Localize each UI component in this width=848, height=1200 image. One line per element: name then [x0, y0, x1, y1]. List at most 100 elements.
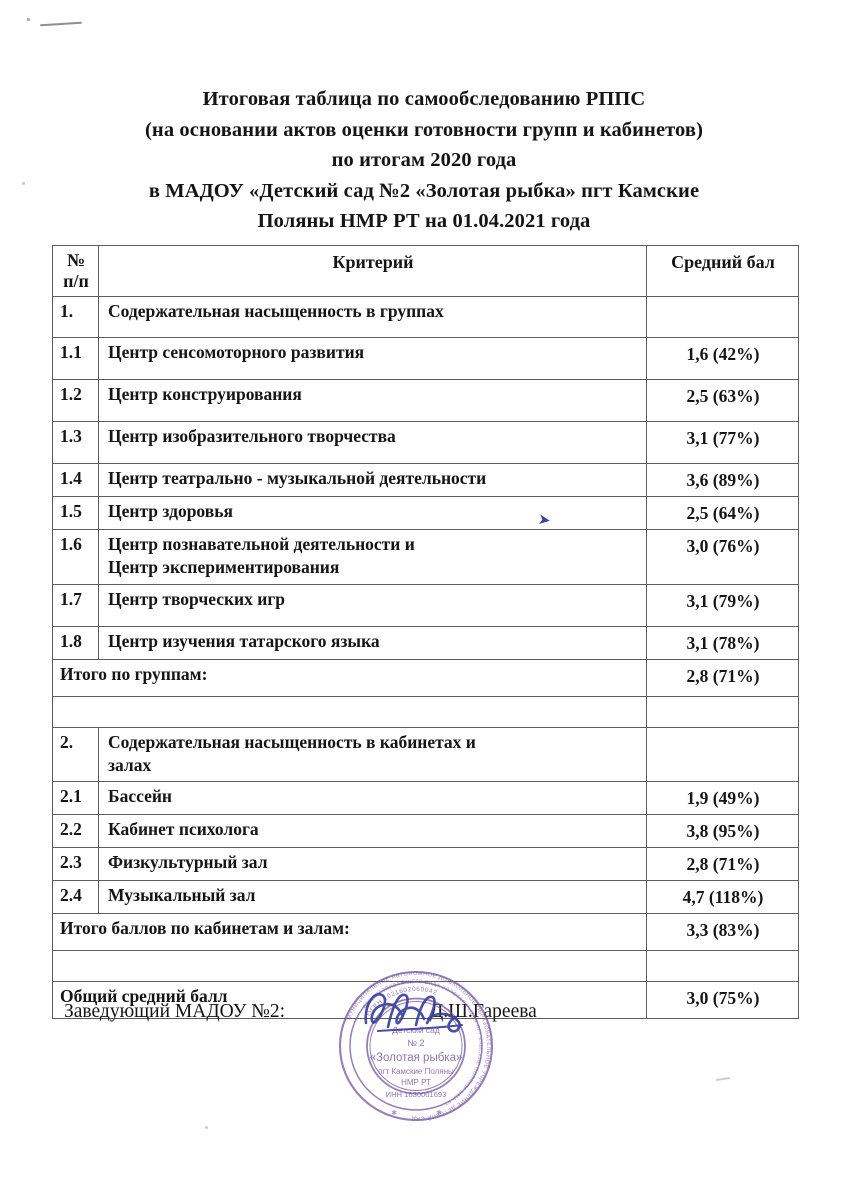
row-number: 2.2: [52, 814, 99, 848]
row-number: 2.1: [52, 781, 99, 815]
svg-text:✱: ✱: [391, 1109, 397, 1117]
row-score-value: 3,8 (95%): [686, 821, 760, 841]
row-number: 2.4: [52, 880, 99, 914]
total-groups-label: Итого по группам:: [60, 664, 208, 684]
title-line-4: в МАДОУ «Детский сад №2 «Золотая рыбка» …: [148, 179, 700, 202]
total-groups-score: 2,8 (71%): [686, 666, 760, 686]
scan-artifact-dot: [27, 18, 30, 21]
table-row: 1.5 Центр здоровья 2,5 (64%): [52, 496, 799, 530]
row-score: 3,6 (89%): [646, 463, 799, 497]
row-number: 1.5: [52, 496, 99, 530]
scan-artifact-line: [39, 21, 83, 27]
grand-total-score-cell: 3,0 (75%): [646, 981, 799, 1019]
row-score: 3,8 (95%): [646, 814, 799, 848]
row-score-value: [647, 728, 798, 737]
row-number: 2.3: [52, 847, 99, 881]
row-criterion: Содержательная насыщенность в кабинетах …: [98, 727, 647, 782]
row-score: 3,1 (78%): [646, 626, 799, 660]
row-score: [646, 727, 799, 782]
table-row: 1.2 Центр конструирования 2,5 (63%): [52, 379, 799, 422]
pen-ink-mark: ➤: [538, 511, 551, 528]
row-criterion: Бассейн: [98, 781, 647, 815]
row-number-label: 2.3: [60, 852, 82, 872]
row-score: 2,8 (71%): [646, 847, 799, 881]
row-score-value: 4,7 (118%): [682, 887, 764, 907]
row-criterion-label: Содержательная насыщенность в кабинетах …: [108, 732, 476, 752]
row-number: 1.4: [52, 463, 99, 497]
row-score-value: 3,1 (77%): [686, 428, 760, 448]
row-score: 2,5 (64%): [646, 496, 799, 530]
row-number: 1.: [52, 296, 99, 338]
row-criterion-label: Центр здоровья: [108, 501, 233, 521]
total-rooms-label: Итого баллов по кабинетам и залам:: [60, 918, 350, 938]
row-score: 4,7 (118%): [646, 880, 799, 914]
table-row: 2.4 Музыкальный зал 4,7 (118%): [52, 880, 799, 914]
spacer-cell-right: [646, 950, 799, 982]
row-score: 3,0 (76%): [646, 529, 799, 585]
total-rooms-score: 3,3 (83%): [686, 920, 760, 940]
table-header-row: № п/п Критерий Средний бал: [52, 245, 799, 297]
total-rooms-label-cell: Итого баллов по кабинетам и залам:: [52, 913, 647, 951]
row-score-value: 2,5 (64%): [686, 503, 760, 523]
scan-artifact-dot-bottom: [205, 1126, 208, 1129]
scan-artifact-dot-right: [715, 1077, 731, 1081]
row-criterion: Центр конструирования: [98, 379, 647, 422]
row-criterion-label: Содержательная насыщенность в группах: [108, 301, 444, 321]
grand-total-label: Общий средний балл: [60, 986, 228, 1006]
svg-text:ИНН 1630001693: ИНН 1630001693: [386, 1090, 447, 1099]
total-rooms-score-cell: 3,3 (83%): [646, 913, 799, 951]
title-line-3: по итогам 2020 года: [331, 149, 517, 171]
table-spacer-row: [52, 696, 799, 728]
table-spacer-row: [52, 950, 799, 982]
table-row-section-2: 2. Содержательная насыщенность в кабинет…: [52, 727, 799, 782]
row-number: 1.2: [52, 379, 99, 422]
header-cell-criterion: Критерий: [98, 245, 647, 297]
row-criterion-label: Кабинет психолога: [108, 819, 259, 839]
title-line-2: (на основании актов оценки готовности гр…: [145, 118, 703, 141]
row-score-value: 3,6 (89%): [686, 470, 760, 490]
svg-text:Детский сад: Детский сад: [392, 1025, 440, 1035]
row-criterion: Центр познавательной деятельности и Цент…: [98, 529, 647, 585]
row-criterion-label: Центр изобразительного творчества: [108, 426, 396, 446]
svg-text:«Золотая рыбка»: «Золотая рыбка»: [370, 1052, 463, 1064]
row-number-label: 2.1: [60, 786, 82, 806]
row-number-label: 1.6: [60, 534, 82, 554]
row-criterion: Кабинет психолога: [98, 814, 647, 848]
row-number-label: 1.7: [60, 589, 82, 609]
row-number-label: 1.1: [60, 342, 82, 362]
row-criterion: Содержательная насыщенность в группах: [98, 296, 647, 338]
row-number: 1.3: [52, 421, 99, 464]
row-score-value: 1,6 (42%): [686, 344, 760, 364]
row-number-label: 1.: [60, 301, 74, 321]
svg-text:пгт Камские Поляны: пгт Камские Поляны: [378, 1067, 454, 1076]
row-score-value: 2,5 (63%): [686, 386, 760, 406]
table-row-total-rooms: Итого баллов по кабинетам и залам: 3,3 (…: [52, 913, 799, 951]
row-score: 3,1 (77%): [646, 421, 799, 464]
row-score-value: [647, 297, 798, 306]
table-row: 1.1 Центр сенсомоторного развития 1,6 (4…: [52, 337, 799, 380]
row-criterion: Центр изобразительного творчества: [98, 421, 647, 464]
row-number: 1.8: [52, 626, 99, 660]
row-number: 1.6: [52, 529, 99, 585]
grand-total-score: 3,0 (75%): [686, 988, 760, 1008]
row-score-value: 2,8 (71%): [686, 854, 760, 874]
row-criterion-label: Центр изучения татарского языка: [108, 631, 380, 651]
row-criterion-label: Бассейн: [108, 786, 173, 806]
row-score-value: 3,1 (78%): [686, 633, 760, 653]
spacer-cell-left: [52, 696, 647, 728]
row-criterion: Центр творческих игр: [98, 584, 647, 627]
table-row: 1.7 Центр творческих игр 3,1 (79%): [52, 584, 799, 627]
header-number-line2: п/п: [63, 271, 89, 291]
table-row: 1.6 Центр познавательной деятельности и …: [52, 529, 799, 585]
header-cell-score: Средний бал: [646, 245, 799, 297]
signature-role: Заведующий МАДОУ №2:: [64, 1001, 286, 1022]
table-row-total-groups: Итого по группам: 2,8 (71%): [52, 659, 799, 697]
table-row: 2.2 Кабинет психолога 3,8 (95%): [52, 814, 799, 848]
header-cell-number: № п/п: [52, 245, 99, 297]
svg-text:№ 2: № 2: [407, 1038, 424, 1048]
row-score-value: 3,1 (79%): [686, 591, 760, 611]
svg-text:НМР РТ: НМР РТ: [401, 1078, 431, 1087]
signature-name: Д.Ш.Гареева: [430, 1001, 537, 1022]
row-criterion: Физкультурный зал: [98, 847, 647, 881]
